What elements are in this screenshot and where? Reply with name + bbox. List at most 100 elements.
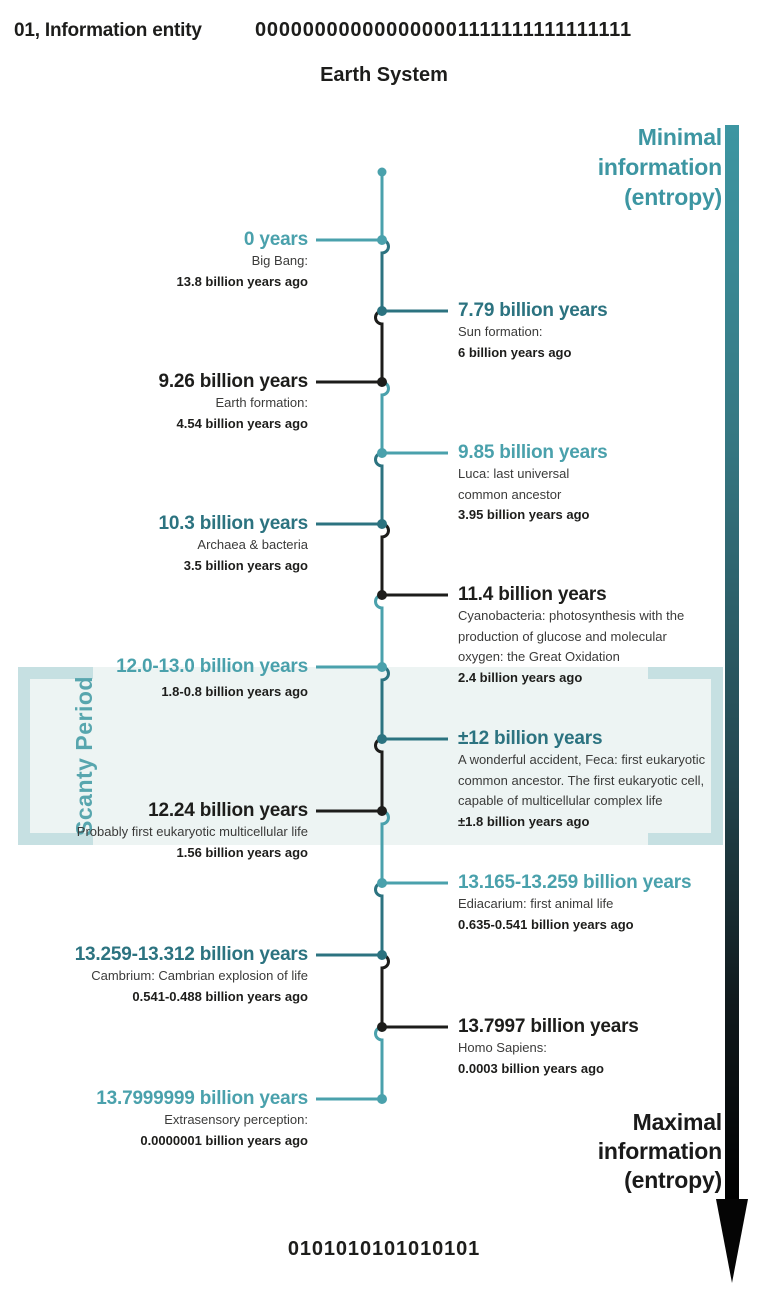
scanty-bracket-left (30, 667, 93, 679)
event-description-line: Sun formation: (458, 324, 543, 339)
event-years: ±12 billion years (458, 728, 603, 749)
maximal-entropy-line: information (597, 1138, 722, 1164)
maximal-entropy-line: (entropy) (624, 1167, 722, 1193)
footer-binary-string: 0101010101010101 (287, 1238, 481, 1260)
timeline-line-segment (374, 593, 384, 669)
scanty-bracket-left (30, 833, 93, 845)
timeline-event: ±12 billion years A wonderful accident, F… (458, 728, 705, 832)
event-description-line: Extrasensory perception: (164, 1112, 308, 1127)
event-years-ago: 3.95 billion years ago (458, 507, 590, 522)
event-years: 13.7997 billion years (458, 1016, 639, 1037)
timeline-node (377, 950, 387, 960)
event-description-line: A wonderful accident, Feca: first eukary… (458, 752, 706, 767)
header-binary-string: 000000000000000001111111111111111 (255, 19, 632, 41)
timeline-node (377, 377, 387, 387)
event-years-ago: 0.635-0.541 billion years ago (458, 916, 634, 932)
timeline-node (377, 448, 387, 458)
event-description-line: capable of multicellular complex life (458, 793, 663, 808)
event-description-line: Big Bang: (251, 253, 308, 268)
maximal-entropy-line: Maximal (632, 1109, 723, 1135)
timeline-node (377, 235, 387, 245)
event-years-ago: ±1.8 billion years ago (458, 813, 590, 829)
event-description-line: Ediacarium: first animal life (458, 896, 614, 911)
event-years-ago: 0.0003 billion years ago (458, 1060, 604, 1076)
timeline-line-segment (374, 881, 384, 957)
timeline-node (377, 306, 387, 316)
event-description-line: Probably first eukaryotic multicellular … (76, 824, 308, 839)
entropy-arrow-down-icon (716, 1199, 748, 1283)
event-description-line: Cambrium: Cambrian explosion of life (91, 968, 308, 983)
timeline-line-segment (380, 238, 390, 313)
timeline-event: 0 years Big Bang: 13.8 billion years ago (177, 229, 309, 292)
event-years: 13.7999999 billion years (96, 1088, 308, 1109)
scanty-bracket-right (711, 667, 723, 845)
timeline-node (377, 590, 387, 600)
scanty-bracket-right (648, 833, 711, 845)
timeline-event: 13.7999999 billion years Extrasensory per… (96, 1088, 308, 1151)
timeline-line-segment (374, 1025, 384, 1101)
event-years-ago: 1.56 billion years ago (176, 844, 309, 860)
timeline-event: 11.4 billion years Cyanobacteria: photosy… (458, 584, 684, 688)
timeline-line-segment (374, 451, 384, 526)
timeline-line-segment (380, 809, 390, 885)
event-description-line: Earth formation: (215, 395, 309, 410)
timeline-event: 12.0-13.0 billion years 1.8-0.8 billion y… (116, 656, 308, 703)
timeline-event: 9.26 billion years Earth formation: 4.54 b… (158, 371, 308, 434)
event-years-ago: 13.8 billion years ago (176, 273, 309, 289)
timeline-node (377, 878, 387, 888)
event-years: 0 years (243, 229, 308, 250)
timeline-line-segment (374, 737, 384, 813)
timeline-line-segment (380, 953, 390, 1029)
minimal-entropy-line: information (597, 154, 722, 180)
timeline-start-dot (377, 167, 387, 177)
timeline-event: 13.165-13.259 billion years Ediacarium: f… (458, 872, 692, 935)
timeline-line-segment (380, 665, 390, 741)
maximal-entropy-label: Maximal information (entropy) (598, 1108, 722, 1195)
event-years-ago: 6 billion years ago (458, 344, 572, 360)
diagram-title: Earth System (320, 64, 448, 86)
event-years: 10.3 billion years (158, 513, 308, 534)
event-years-ago: 2.4 billion years ago (458, 669, 583, 685)
event-years-ago: 0.0000001 billion years ago (140, 1132, 308, 1148)
timeline-event: 13.7997 billion years Homo Sapiens: 0.0003… (458, 1016, 639, 1079)
timeline-node (377, 1022, 387, 1032)
scanty-bracket-left (18, 667, 30, 845)
event-years: 13.259-13.312 billion years (74, 944, 309, 965)
event-description-line: Luca: last universal (458, 466, 570, 481)
timeline-line-segment (380, 380, 390, 455)
timeline-event: 7.79 billion years Sun formation: 6 billio… (458, 300, 608, 363)
timeline-node (377, 1094, 387, 1104)
timeline-line-segment (374, 309, 384, 384)
event-description-line: production of glucose and molecular (458, 628, 667, 644)
timeline-node (377, 519, 387, 529)
event-description-line: Cyanobacteria: photosynthesis with the (458, 608, 685, 623)
minimal-entropy-line: Minimal (637, 124, 722, 150)
entropy-gradient-arrow-bar (725, 125, 739, 1200)
event-description-line: common ancestor (458, 486, 562, 502)
timeline-event: 9.85 billion years Luca: last universal co… (458, 442, 608, 526)
event-description-line: common ancestor. The first eukaryotic ce… (458, 772, 705, 788)
event-years: 12.24 billion years (148, 800, 308, 821)
scanty-bracket-right (648, 667, 711, 679)
event-years: 9.26 billion years (158, 371, 308, 392)
timeline-node (377, 734, 387, 744)
event-years: 12.0-13.0 billion years (116, 656, 308, 677)
event-years-ago: 3.5 billion years ago (183, 557, 308, 573)
event-years: 9.85 billion years (458, 442, 608, 463)
timeline-event: 13.259-13.312 billion years Cambrium: Cam… (74, 944, 309, 1007)
timeline-node (377, 662, 387, 672)
event-years-ago: 4.54 billion years ago (176, 415, 309, 431)
event-description-line: Homo Sapiens: (458, 1040, 547, 1055)
minimal-entropy-label: Minimal information (entropy) (598, 122, 722, 212)
event-years-ago: 0.541-0.488 billion years ago (132, 988, 308, 1004)
minimal-entropy-line: (entropy) (624, 184, 722, 210)
timeline-line-segment (380, 522, 390, 597)
event-years-ago: 1.8-0.8 billion years ago (161, 684, 308, 699)
event-description-line: oxygen: the Great Oxidation (458, 649, 620, 664)
timeline-node (377, 806, 387, 816)
timeline-event: 10.3 billion years Archaea & bacteria 3.5 … (158, 513, 308, 576)
event-years: 13.165-13.259 billion years (458, 872, 692, 893)
header-label: 01, Information entity (14, 20, 202, 41)
